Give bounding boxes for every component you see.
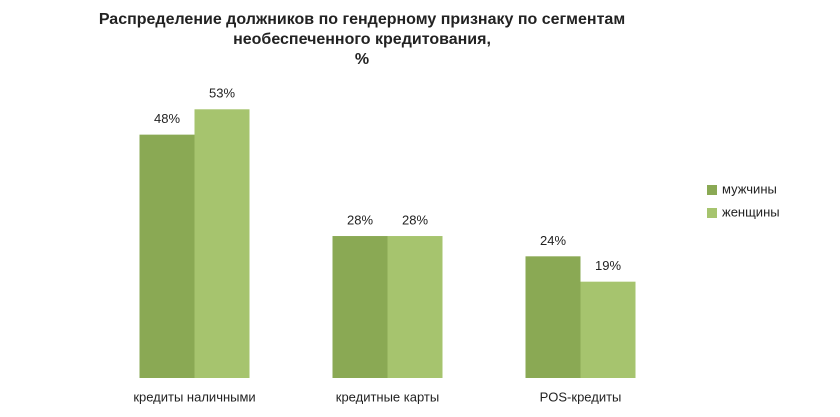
x-tick-label: кредитные карты [336, 389, 439, 404]
chart-title: % [355, 51, 369, 68]
legend-swatch [707, 208, 717, 218]
legend-label: женщины [722, 204, 780, 219]
data-label: 19% [595, 258, 621, 273]
chart-title: Распределение должников по гендерному пр… [99, 11, 625, 28]
legend-label: мужчины [722, 181, 777, 196]
bar [525, 256, 581, 378]
data-label: 28% [347, 212, 373, 227]
x-tick-label: кредиты наличными [133, 389, 255, 404]
data-label: 53% [209, 86, 235, 101]
x-tick-label: POS-кредиты [540, 389, 622, 404]
bar [580, 281, 636, 378]
bar [194, 109, 250, 378]
bar [332, 236, 388, 378]
data-label: 48% [154, 111, 180, 126]
legend-swatch [707, 185, 717, 195]
bar [387, 236, 443, 378]
bar [139, 134, 195, 378]
data-label: 24% [540, 233, 566, 248]
chart-title: необеспеченного кредитования, [233, 31, 491, 48]
data-label: 28% [402, 212, 428, 227]
